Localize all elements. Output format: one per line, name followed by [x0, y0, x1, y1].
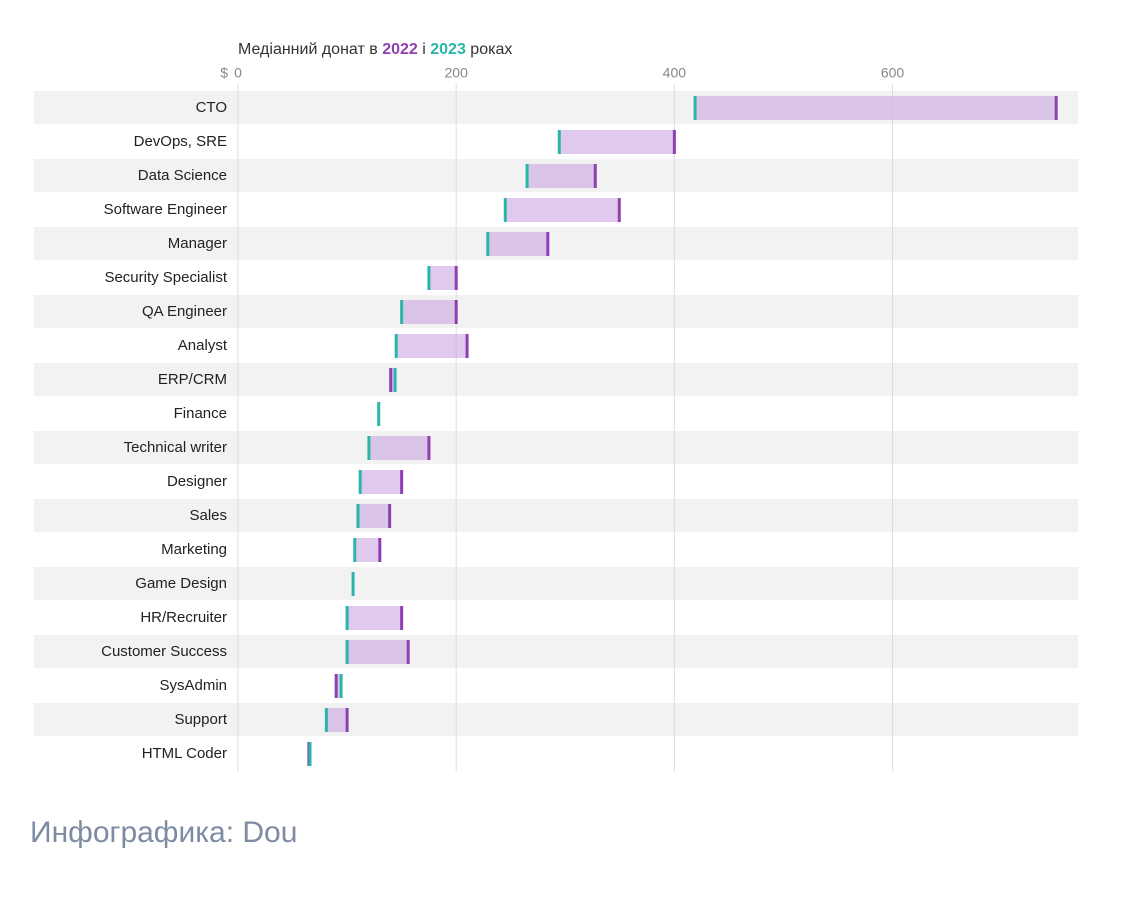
value-tick [557, 130, 561, 154]
range-bar [368, 436, 429, 460]
range-bar [505, 198, 620, 222]
category-label: QA Engineer [142, 303, 227, 320]
value-tick [334, 674, 338, 698]
value-tick [377, 402, 381, 426]
range-bar [396, 334, 468, 358]
category-label: Analyst [178, 337, 228, 354]
row-band [34, 499, 1078, 532]
marks [307, 96, 1058, 766]
category-label: Manager [168, 235, 227, 252]
x-tick-label: 600 [881, 65, 905, 81]
row-band [34, 227, 1078, 260]
x-tick-label: 400 [663, 65, 687, 81]
category-label: Customer Success [101, 643, 227, 660]
value-tick [1054, 96, 1058, 120]
category-label: Finance [174, 405, 227, 422]
range-bar [559, 130, 675, 154]
value-tick [400, 470, 404, 494]
value-tick [693, 96, 697, 120]
value-tick [617, 198, 621, 222]
title-join: і [422, 41, 426, 58]
range-bar [360, 470, 402, 494]
range-bar [401, 300, 457, 324]
legend-2022: 2022 [382, 41, 418, 58]
value-tick [353, 538, 357, 562]
range-bar [695, 96, 1057, 120]
category-label: HTML Coder [142, 745, 227, 762]
value-tick [308, 742, 312, 766]
category-label: Security Specialist [104, 269, 227, 286]
title-end: роках [470, 41, 512, 58]
range-bar [487, 232, 548, 256]
value-tick [465, 334, 469, 358]
title-start: Медіанний донат в [238, 41, 378, 58]
value-tick [324, 708, 328, 732]
range-bar [428, 266, 457, 290]
category-label: Data Science [138, 167, 227, 184]
value-tick [486, 232, 490, 256]
row-band [34, 295, 1078, 328]
value-tick [345, 708, 349, 732]
row-bands [34, 91, 1078, 736]
footer: Инфографика: Dou [30, 816, 297, 849]
range-bar [347, 606, 402, 630]
x-tick-label: 0 [234, 65, 242, 81]
range-bar [390, 368, 396, 392]
row-band [34, 567, 1078, 600]
value-tick [393, 368, 397, 392]
category-label: ERP/CRM [158, 371, 227, 388]
row-band [34, 431, 1078, 464]
category-label: CTO [196, 99, 227, 116]
range-bar [336, 674, 342, 698]
x-tick-label: 200 [445, 65, 469, 81]
grid [237, 84, 894, 771]
value-tick [388, 504, 392, 528]
category-label: Marketing [161, 541, 227, 558]
category-label: SysAdmin [159, 677, 227, 694]
value-tick [427, 266, 431, 290]
range-bar [358, 504, 390, 528]
category-label: DevOps, SRE [134, 133, 227, 150]
value-tick [389, 368, 393, 392]
value-tick [356, 504, 360, 528]
value-tick [593, 164, 597, 188]
value-tick [400, 606, 404, 630]
value-tick [400, 300, 404, 324]
category-label: Sales [189, 507, 227, 524]
value-tick [454, 300, 458, 324]
legend-2023: 2023 [430, 41, 466, 58]
value-tick [345, 606, 349, 630]
category-label: Designer [167, 473, 227, 490]
category-label: Software Engineer [104, 201, 227, 218]
x-unit: $ [220, 65, 228, 81]
value-tick [672, 130, 676, 154]
range-bar [347, 640, 409, 664]
value-tick [546, 232, 550, 256]
row-band [34, 635, 1078, 668]
value-tick [454, 266, 458, 290]
category-label: Technical writer [124, 439, 227, 456]
category-label: Game Design [135, 575, 227, 592]
value-tick [394, 334, 398, 358]
value-tick [525, 164, 529, 188]
value-tick [358, 470, 362, 494]
chart-title: Медіанний донат в 2022 і 2023 роках [238, 41, 512, 58]
value-tick [367, 436, 371, 460]
range-bar [527, 164, 596, 188]
value-tick [339, 674, 343, 698]
range-bar [354, 538, 380, 562]
value-tick [503, 198, 507, 222]
value-tick [351, 572, 355, 596]
value-tick [345, 640, 349, 664]
value-tick [406, 640, 410, 664]
category-label: HR/Recruiter [140, 609, 227, 626]
category-label: Support [174, 711, 227, 728]
row-band [34, 703, 1078, 736]
value-tick [427, 436, 431, 460]
value-tick [378, 538, 382, 562]
range-bar [326, 708, 348, 732]
row-band [34, 363, 1078, 396]
